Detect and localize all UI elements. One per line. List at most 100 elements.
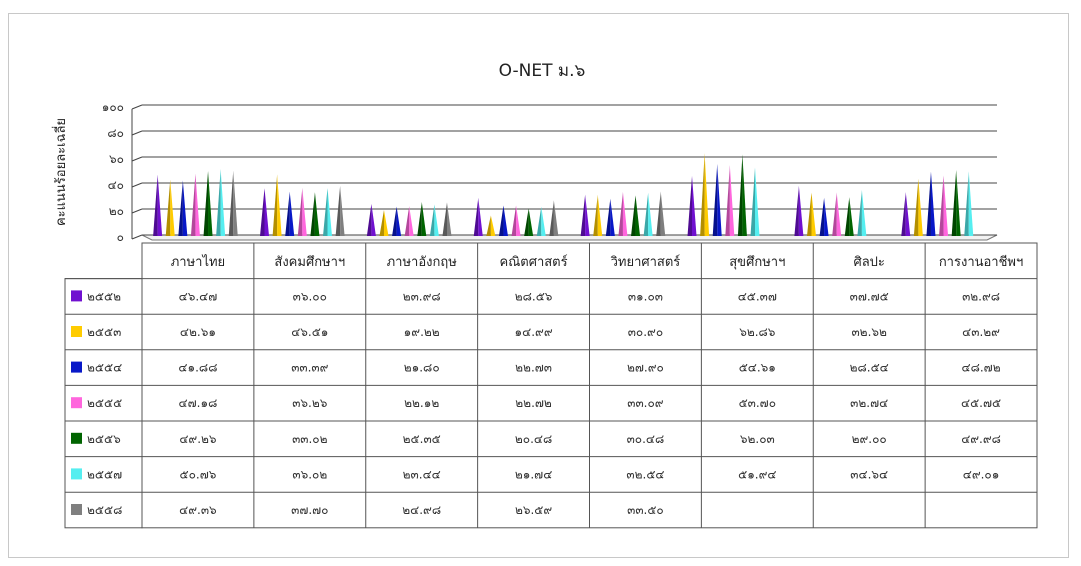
cone-shadow (442, 202, 447, 236)
cone-shadow (153, 174, 158, 236)
data-label: ๓๒.๖๒ (851, 325, 887, 339)
legend-label: ๒๕๕๔ (87, 361, 122, 375)
data-label: ๔๘.๗๒ (962, 361, 1001, 375)
cone-shadow (203, 170, 209, 236)
cone-shadow (335, 185, 341, 236)
data-label: ๒๒.๗๒ (515, 396, 552, 410)
cone-shadow (844, 197, 850, 236)
cone-shadow (165, 179, 171, 236)
category-label: คณิตศาสตร์ (500, 254, 568, 270)
cone-shadow (605, 198, 611, 236)
data-cone (553, 200, 559, 236)
legend-label: ๒๕๕๕ (87, 396, 122, 410)
cone-shadow (643, 192, 649, 236)
data-cone (383, 210, 389, 236)
cone-shadow (190, 173, 196, 236)
cone-shadow (819, 197, 825, 236)
data-cone (905, 192, 911, 236)
gridline-wall (131, 130, 143, 136)
cone-shadow (806, 192, 812, 236)
data-cone (490, 215, 496, 236)
data-label: ๒๗.๙๐ (627, 361, 664, 375)
data-label: ๒๘.๕๖ (515, 289, 553, 303)
cone-shadow (951, 170, 957, 236)
data-cone (446, 202, 452, 236)
cone-shadow (260, 188, 265, 236)
data-label: ๔๖.๔๗ (179, 289, 218, 303)
data-cone (849, 197, 854, 236)
data-label: ๖๒.๘๖ (739, 325, 775, 339)
data-cone (220, 169, 226, 236)
data-label: ๒๓.๔๔ (403, 467, 441, 481)
cone-shadow (272, 174, 278, 236)
data-label: ๓๖.๒๖ (292, 396, 327, 410)
category-label: วิทยาศาสตร์ (610, 254, 680, 270)
data-cone (314, 192, 320, 236)
data-label: ๕๔.๖๑ (739, 361, 776, 375)
legend-swatch (71, 290, 82, 302)
data-cone (528, 208, 534, 236)
data-label: ๒๕.๓๕ (403, 432, 441, 446)
gridline-wall (131, 208, 143, 214)
data-label: ๓๒.๕๔ (626, 467, 664, 481)
cone-shadow (656, 191, 661, 236)
data-cone (956, 170, 961, 236)
data-cone (597, 194, 603, 236)
data-cone (692, 176, 697, 236)
data-label: ๒๔.๙๘ (402, 503, 441, 517)
data-label: ๓๐.๙๐ (628, 325, 663, 339)
data-label: ๖๒.๐๓ (740, 432, 775, 446)
category-label: สุขศึกษาฯ (729, 255, 785, 270)
gridline-wall (131, 182, 143, 188)
data-label: ๔๓.๒๙ (962, 325, 1000, 339)
data-cone (930, 171, 936, 236)
data-cone (729, 165, 735, 236)
data-label: ๒๙.๐๐ (852, 432, 887, 446)
legend-label: ๒๕๕๗ (87, 467, 122, 481)
data-cone (861, 189, 867, 236)
cone-shadow (524, 208, 529, 236)
gridline-wall (131, 234, 143, 240)
cone-shadow (498, 205, 504, 236)
chart-frame: O-NET ม.๖ คะแนนร้อยละเฉลี่ย ๐ ๒๐ ๔๐ ๖๐ ๘๐ ๑๐๐… (8, 13, 1069, 558)
data-cone (516, 205, 521, 236)
cone-shadow (549, 200, 554, 236)
cone-shadow (417, 202, 422, 236)
cone-shadow (725, 165, 730, 236)
data-cone (704, 153, 710, 236)
cone-shadow (216, 169, 221, 236)
chart-floor (141, 234, 998, 241)
data-cone (798, 185, 804, 236)
data-label: ๕๑.๙๔ (738, 467, 776, 481)
cone-shadow (939, 175, 944, 236)
data-label: ๔๒.๖๑ (180, 325, 216, 339)
chart-canvas: O-NET ม.๖ คะแนนร้อยละเฉลี่ย ๐ ๒๐ ๔๐ ๖๐ ๘๐ ๑๐๐… (52, 61, 1038, 529)
cone-shadow (486, 215, 491, 236)
data-cone (182, 180, 188, 236)
legend-label: ๒๕๕๓ (87, 325, 121, 339)
data-label: ๕๐.๗๖ (180, 467, 217, 481)
cone-shadow (750, 167, 756, 236)
data-label: ๒๘.๕๔ (850, 361, 889, 375)
data-cone (434, 204, 439, 236)
data-label: ๕๓.๗๐ (739, 396, 776, 410)
data-cone (302, 187, 307, 236)
data-label: ๓๖.๐๐ (293, 289, 327, 303)
cone-shadow (580, 194, 586, 236)
data-cone (811, 192, 816, 236)
legend-swatch (71, 326, 82, 337)
cone-shadow (687, 176, 693, 236)
data-cone (421, 202, 427, 236)
data-cone (755, 167, 760, 236)
data-label: ๒๐.๔๘ (515, 432, 552, 446)
data-label: ๑๔.๙๙ (515, 325, 553, 339)
data-label: ๒๒.๑๒ (404, 396, 439, 410)
data-cone (340, 185, 345, 236)
data-cone (170, 179, 175, 236)
data-cone (836, 192, 842, 236)
cone-shadow (926, 171, 931, 236)
data-cone (264, 188, 270, 236)
legend-swatch (71, 468, 82, 480)
data-cone (585, 194, 590, 236)
y-tick-label: ๘๐ (107, 126, 124, 140)
